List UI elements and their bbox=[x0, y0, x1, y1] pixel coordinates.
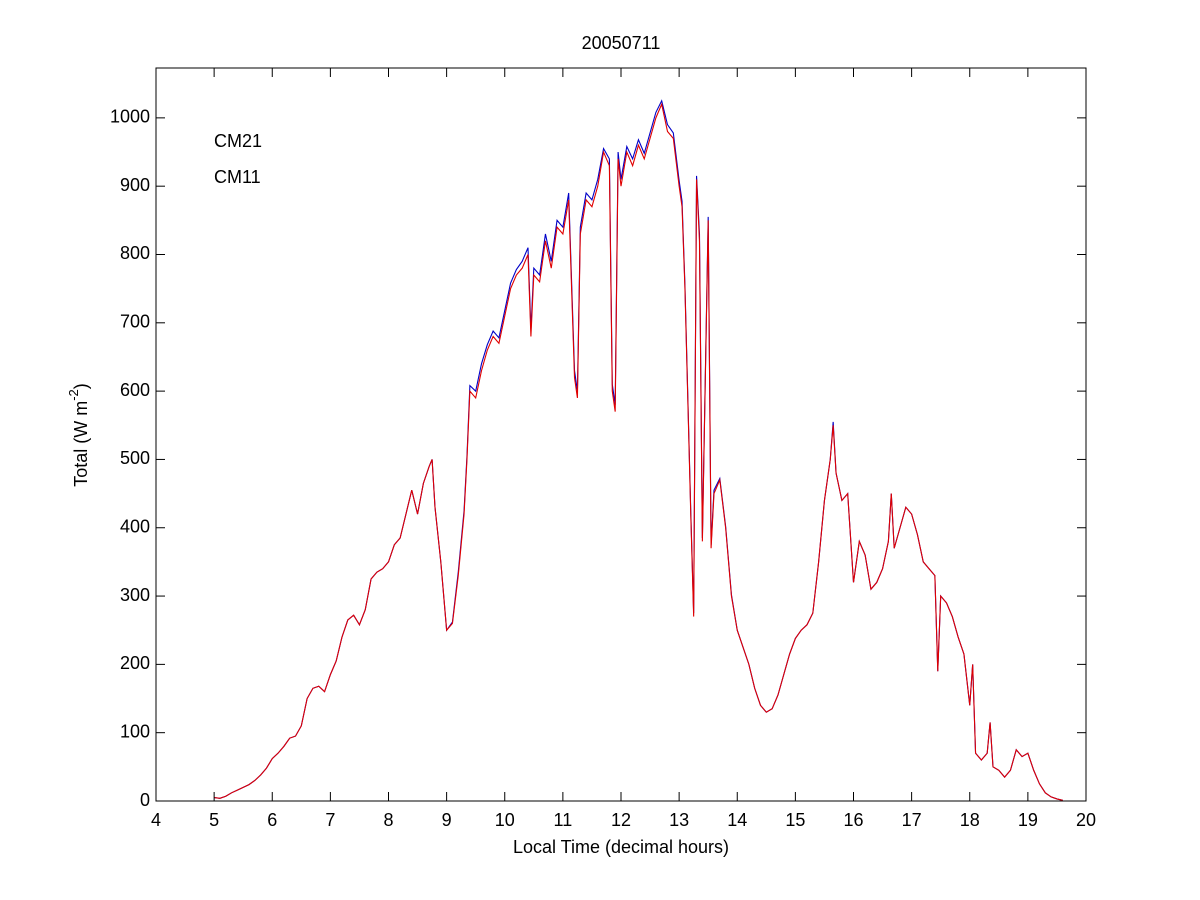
x-tick-label: 17 bbox=[902, 810, 922, 830]
x-tick-label: 8 bbox=[383, 810, 393, 830]
y-tick-label: 700 bbox=[120, 312, 150, 332]
y-label-superscript: -2 bbox=[66, 389, 81, 401]
y-tick-label: 200 bbox=[120, 653, 150, 673]
x-axis-label: Local Time (decimal hours) bbox=[513, 837, 729, 857]
x-tick-label: 4 bbox=[151, 810, 161, 830]
x-tick-label: 18 bbox=[960, 810, 980, 830]
x-tick-label: 7 bbox=[325, 810, 335, 830]
x-tick-label: 15 bbox=[785, 810, 805, 830]
y-tick-label: 800 bbox=[120, 243, 150, 263]
x-tick-label: 16 bbox=[843, 810, 863, 830]
x-tick-label: 13 bbox=[669, 810, 689, 830]
chart-title: 20050711 bbox=[582, 33, 661, 53]
y-tick-label: 0 bbox=[140, 790, 150, 810]
y-tick-label: 600 bbox=[120, 380, 150, 400]
y-tick-label: 1000 bbox=[110, 107, 150, 127]
x-tick-label: 12 bbox=[611, 810, 631, 830]
y-tick-label: 300 bbox=[120, 585, 150, 605]
y-tick-label: 500 bbox=[120, 448, 150, 468]
x-tick-label: 19 bbox=[1018, 810, 1038, 830]
legend-label: CM21 bbox=[214, 131, 262, 151]
x-tick-label: 5 bbox=[209, 810, 219, 830]
y-tick-label: 900 bbox=[120, 175, 150, 195]
y-label-text: Total (W m bbox=[71, 401, 91, 487]
y-tick-label: 400 bbox=[120, 516, 150, 536]
x-tick-label: 9 bbox=[442, 810, 452, 830]
x-tick-label: 11 bbox=[554, 810, 573, 830]
x-tick-label: 20 bbox=[1076, 810, 1096, 830]
x-tick-label: 6 bbox=[267, 810, 277, 830]
x-tick-label: 14 bbox=[727, 810, 747, 830]
legend-label: CM11 bbox=[214, 167, 261, 187]
x-tick-label: 10 bbox=[495, 810, 515, 830]
series-line bbox=[214, 102, 1063, 801]
y-label-text: ) bbox=[71, 383, 91, 389]
y-axis-label: Total (W m-2) bbox=[66, 383, 90, 487]
y-tick-label: 100 bbox=[120, 721, 150, 741]
